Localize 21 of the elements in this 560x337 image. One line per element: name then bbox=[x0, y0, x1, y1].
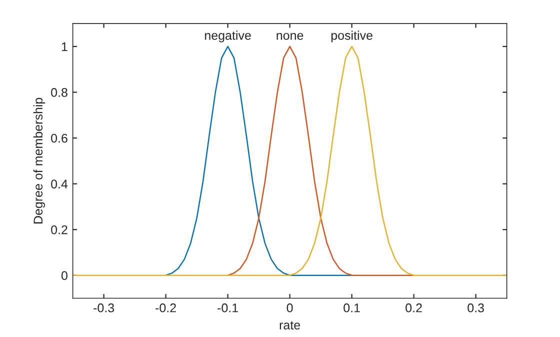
line-series bbox=[165, 46, 352, 276]
x-tick-label: -0.1 bbox=[218, 303, 238, 312]
x-tick-label: -0.2 bbox=[156, 303, 176, 312]
annotation: none bbox=[276, 32, 304, 40]
y-tick-label: 0.4 bbox=[51, 180, 68, 188]
x-tick-label: 0.1 bbox=[344, 303, 360, 312]
y-axis-title: Degree of membership bbox=[33, 98, 46, 224]
line-series bbox=[72, 46, 507, 276]
annotation: positive bbox=[331, 30, 372, 42]
x-tick-label: 0.2 bbox=[406, 303, 422, 312]
annotation: negative bbox=[205, 30, 251, 42]
x-tick-label: -0.3 bbox=[94, 303, 114, 312]
y-tick-label: 0 bbox=[61, 271, 68, 280]
line-series bbox=[227, 46, 414, 276]
y-tick-label: 0.2 bbox=[51, 225, 68, 234]
y-tick-label: 1 bbox=[62, 42, 68, 52]
y-tick-label: 0.8 bbox=[51, 88, 68, 97]
x-tick-label: 0.3 bbox=[468, 303, 484, 312]
x-axis-title: rate bbox=[280, 321, 300, 330]
y-tick-label: 0.6 bbox=[51, 134, 68, 143]
x-tick-label: 0 bbox=[286, 303, 293, 312]
